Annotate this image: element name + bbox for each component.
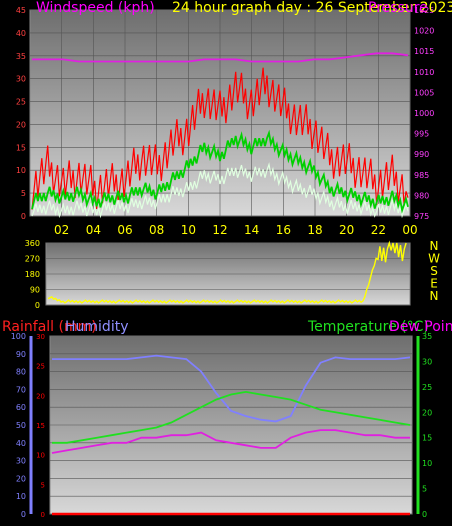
humidity-axis-tick: 50 [16, 421, 26, 430]
wind-avg-series [31, 129, 409, 214]
humidity-axis-tick: 20 [16, 474, 26, 483]
axis-labels: 0510152025303540459759809859909951000100… [11, 6, 440, 519]
wind-axis-tick: 20 [16, 120, 26, 129]
temperature-axis-tick: 0 [422, 510, 427, 519]
pressure-axis-tick: 980 [414, 191, 429, 200]
humidity-axis-tick: 10 [16, 492, 26, 501]
pressure-axis-tick: 995 [414, 130, 429, 139]
humidity-axis-tick: 80 [16, 368, 26, 377]
rain-axis-tick: 0 [41, 511, 45, 519]
temperature-axis-tick: 25 [422, 383, 432, 392]
compass-label: S [430, 264, 438, 278]
wind-axis-tick: 45 [16, 6, 26, 15]
pressure-axis-tick: 1025 [414, 6, 434, 15]
direction-axis-tick: 0 [35, 301, 40, 310]
rain-axis-tick: 5 [41, 481, 45, 489]
hour-tick-label: 06 [117, 223, 132, 237]
pressure-series [32, 52, 409, 63]
direction-series [47, 240, 407, 304]
wind-axis-tick: 40 [16, 29, 26, 38]
wind-axis-tick: 5 [21, 189, 26, 198]
temperature-axis-tick: 35 [422, 332, 432, 341]
wind-gust-series [31, 67, 409, 210]
pressure-axis-tick: 1015 [414, 47, 434, 56]
direction-axis-tick: 180 [25, 270, 40, 279]
temperature-axis-tick: 15 [422, 434, 432, 443]
humidity-axis-tick: 30 [16, 457, 26, 466]
pressure-axis-tick: 985 [414, 171, 429, 180]
temperature-axis-tick: 30 [422, 357, 432, 366]
compass-label: N [430, 289, 439, 303]
rain-axis-tick: 30 [36, 333, 45, 341]
temperature-title: Temperature (°C) [307, 319, 429, 335]
humidity-axis-tick: 0 [21, 510, 26, 519]
dewpoint-title: Dew Point [389, 319, 452, 335]
graph-title: 24 hour graph day : 26 September 2023 [172, 0, 452, 16]
direction-axis-tick: 90 [30, 286, 40, 295]
temperature-axis-tick: 10 [422, 459, 432, 468]
temperature-axis-tick: 20 [422, 408, 432, 417]
hour-tick-label: 22 [371, 223, 386, 237]
temperature-axis-tick: 5 [422, 485, 427, 494]
rain-axis-tick: 10 [36, 452, 45, 460]
pressure-title: Pressure [368, 0, 428, 16]
humidity-series [52, 354, 411, 423]
wind-axis-tick: 0 [21, 212, 26, 221]
wind-axis-tick: 30 [16, 75, 26, 84]
wind-min-series [31, 162, 409, 219]
compass-label: W [428, 252, 440, 266]
humidity-axis-tick: 60 [16, 403, 26, 412]
hour-tick-label: 04 [86, 223, 101, 237]
wind-axis-tick: 10 [16, 166, 26, 175]
direction-axis-tick: 360 [25, 239, 40, 248]
pressure-axis-tick: 1005 [414, 88, 434, 97]
rain-axis-tick: 15 [36, 422, 45, 430]
hour-tick-label: 12 [212, 223, 227, 237]
pressure-axis-tick: 975 [414, 212, 429, 221]
hour-tick-label: 20 [339, 223, 354, 237]
temperature-series [52, 390, 411, 444]
hour-tick-label: 10 [181, 223, 196, 237]
pressure-axis-tick: 1000 [414, 109, 434, 118]
humidity-axis-tick: 40 [16, 439, 26, 448]
dewpoint-series [51, 429, 410, 454]
humidity-title: Humidity [65, 319, 128, 335]
grid-lines [30, 9, 412, 515]
windspeed-title: Windspeed (kph) [36, 0, 155, 16]
hour-tick-label: 08 [149, 223, 164, 237]
rain-axis-tick: 25 [36, 363, 45, 371]
wind-axis-tick: 15 [16, 143, 26, 152]
compass-label: N [430, 239, 439, 253]
humidity-axis-tick: 100 [11, 332, 26, 341]
hour-tick-label: 16 [276, 223, 291, 237]
direction-axis-tick: 270 [25, 255, 40, 264]
pressure-axis-tick: 1010 [414, 68, 434, 77]
humidity-axis-tick: 90 [16, 350, 26, 359]
hour-tick-label: 18 [307, 223, 322, 237]
compass-label: E [430, 277, 438, 291]
rainfall-title: Rainfall (mm) [2, 319, 97, 335]
hour-tick-label: 02 [54, 223, 69, 237]
wind-axis-tick: 25 [16, 98, 26, 107]
hour-tick-label: 14 [244, 223, 259, 237]
humidity-axis-tick: 70 [16, 385, 26, 394]
pressure-axis-tick: 990 [414, 150, 429, 159]
hour-tick-label: 00 [402, 223, 417, 237]
rain-axis-tick: 20 [36, 392, 45, 400]
wind-axis-tick: 35 [16, 52, 26, 61]
pressure-axis-tick: 1020 [414, 27, 434, 36]
series-layer [31, 52, 411, 516]
